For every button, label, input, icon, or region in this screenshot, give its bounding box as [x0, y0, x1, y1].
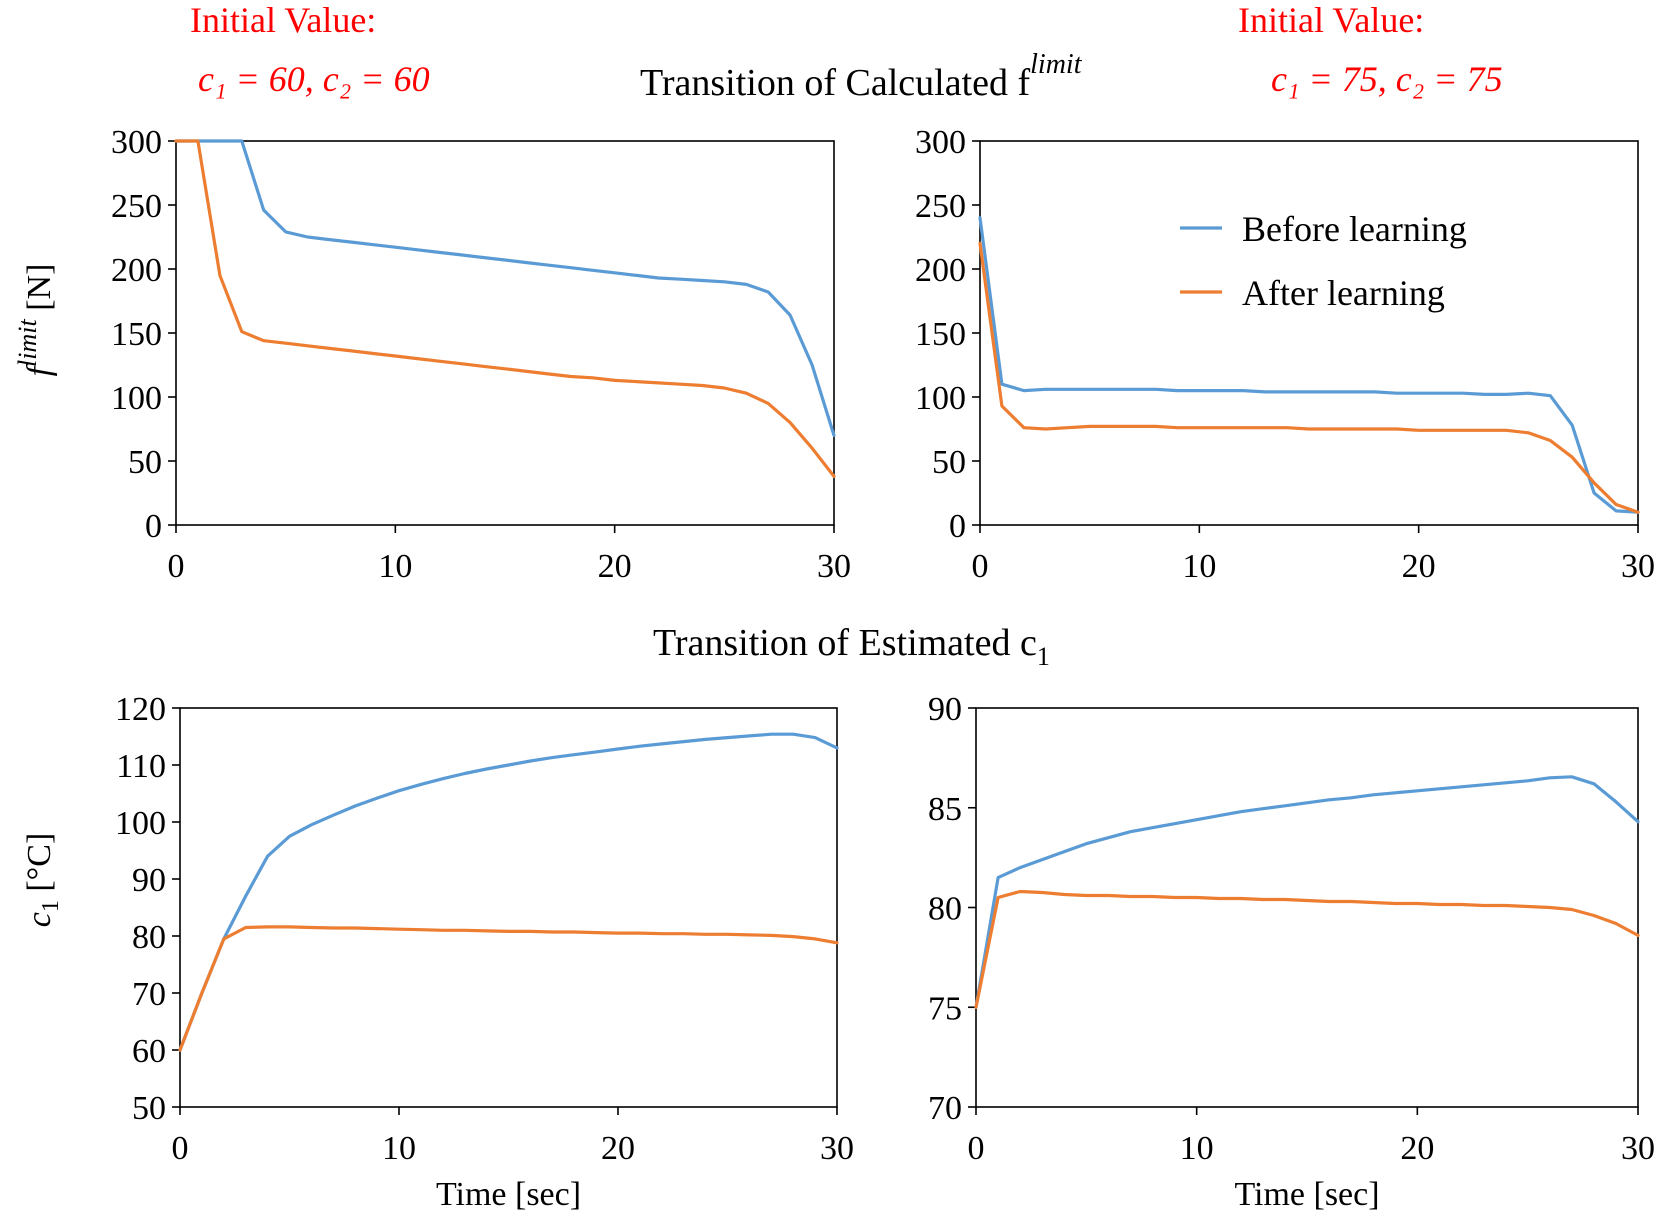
annotation-left-values: c₁ = 60, c₂ = 60 [198, 59, 430, 99]
top-title-superscript: limit [1030, 49, 1083, 80]
bottom-left-xtick-label: 20 [601, 1130, 635, 1167]
top-left-ytick-label: 200 [111, 252, 162, 289]
top-right-ytick-label: 250 [915, 188, 966, 225]
bottom-left-xlabel: Time [sec] [436, 1176, 581, 1213]
bottom-left-ytick-label: 100 [115, 805, 166, 842]
top-left-xtick-label: 10 [378, 548, 412, 585]
chart-top-right: 0 50 100 150 200 250 300 0 10 20 30 [915, 124, 1655, 585]
legend-after-label: After learning [1242, 273, 1445, 313]
annotation-right-values: c₁ = 75, c₂ = 75 [1271, 59, 1503, 99]
top-left-xtick-label: 0 [168, 548, 185, 585]
bottom-left-ytick-label: 50 [132, 1090, 166, 1127]
bottom-left-series-after-line [178, 925, 839, 1052]
bottom-right-ytick-label: 80 [928, 891, 962, 928]
bottom-right-xtick-label: 20 [1400, 1130, 1434, 1167]
legend-before-label: Before learning [1242, 209, 1467, 249]
top-left-ytick-label: 0 [145, 508, 162, 545]
top-left-ytick-label: 150 [111, 316, 162, 353]
top-section-title: Transition of Calculated flimit [640, 49, 1083, 104]
top-left-plot-frame [175, 140, 835, 526]
bottom-left-ylabel: c1 [°C] [21, 833, 64, 928]
top-right-ytick-label: 100 [915, 380, 966, 417]
bottom-left-ytick-label: 60 [132, 1033, 166, 1070]
bottom-title-text: Transition of Estimated c [653, 622, 1037, 664]
bottom-right-xlabel: Time [sec] [1234, 1176, 1379, 1213]
bottom-right-ytick-label: 75 [928, 990, 962, 1027]
bottom-right-series-before-line [974, 775, 1640, 1009]
top-right-ytick-label: 300 [915, 124, 966, 161]
top-left-xtick-label: 30 [817, 548, 851, 585]
top-right-xtick-label: 0 [972, 548, 989, 585]
bottom-left-ytick-label: 80 [132, 919, 166, 956]
top-left-ytick-label: 250 [111, 188, 162, 225]
top-right-xtick-label: 10 [1182, 548, 1216, 585]
annotation-right-label: Initial Value: [1238, 0, 1424, 40]
top-left-series-after-line [174, 139, 836, 478]
bottom-left-ytick-label: 70 [132, 976, 166, 1013]
bottom-left-xtick-label: 0 [172, 1130, 189, 1167]
bottom-right-xtick-label: 0 [968, 1130, 985, 1167]
chart-bottom-left: 50 60 70 80 90 100 110 120 0 10 20 30 Time [sec] [115, 691, 854, 1213]
top-left-ytick-label: 300 [111, 124, 162, 161]
bottom-title-subscript: 1 [1037, 642, 1050, 671]
top-right-series-after-line [978, 241, 1640, 514]
bottom-right-ytick-label: 90 [928, 691, 962, 728]
chart-top-left: 0 50 100 150 200 250 300 0 10 20 30 [111, 124, 851, 585]
bottom-right-ytick-label: 85 [928, 791, 962, 828]
top-right-series-before-line [978, 216, 1640, 514]
top-left-ytick-label: 50 [128, 444, 162, 481]
top-right-ytick-label: 50 [932, 444, 966, 481]
top-title-text: Transition of Calculated f [640, 62, 1030, 104]
top-left-ylabel: flimit [N] [13, 264, 58, 377]
top-left-ytick-label: 100 [111, 380, 162, 417]
chart-bottom-right: 70 75 80 85 90 0 10 20 30 Time [sec] [928, 691, 1655, 1213]
bottom-left-ytick-label: 120 [115, 691, 166, 728]
top-right-xtick-label: 30 [1621, 548, 1655, 585]
top-right-ytick-label: 150 [915, 316, 966, 353]
bottom-right-xtick-label: 30 [1621, 1130, 1655, 1167]
top-right-ytick-label: 200 [915, 252, 966, 289]
bottom-left-xtick-label: 30 [820, 1130, 854, 1167]
bottom-left-series-before-line [178, 732, 839, 1052]
legend: Before learning After learning [1180, 209, 1467, 313]
bottom-left-ytick-label: 110 [116, 748, 166, 785]
annotation-left-label: Initial Value: [190, 0, 376, 40]
top-right-xtick-label: 20 [1402, 548, 1436, 585]
bottom-section-title: Transition of Estimated c1 [653, 622, 1050, 671]
bottom-left-ytick-label: 90 [132, 862, 166, 899]
top-right-plot-frame [979, 140, 1639, 526]
bottom-right-xtick-label: 10 [1180, 1130, 1214, 1167]
bottom-left-xtick-label: 10 [382, 1130, 416, 1167]
bottom-right-ytick-label: 70 [928, 1090, 962, 1127]
top-right-ytick-label: 0 [949, 508, 966, 545]
top-left-xtick-label: 20 [598, 548, 632, 585]
bottom-left-plot-frame [179, 707, 838, 1108]
bottom-right-series-after-line [974, 889, 1640, 1009]
top-left-series-before-line [174, 139, 836, 437]
